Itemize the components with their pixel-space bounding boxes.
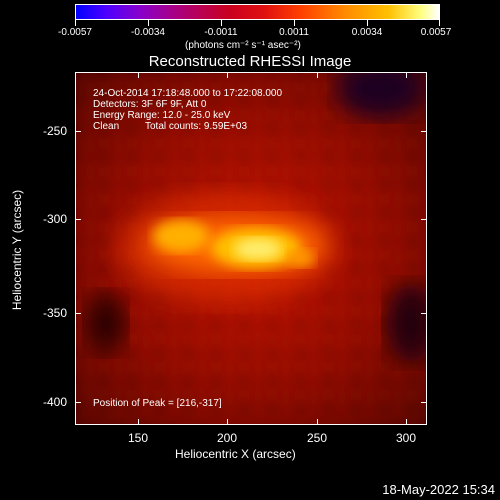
colorbar-tick [221,20,222,26]
y-tick-label: -300 [42,212,67,226]
colorbar-tick-label: -0.0011 [204,27,238,38]
y-tick-mark [75,402,81,403]
colorbar-tick-label: -0.0034 [131,27,165,38]
colorbar-units: (photons cm⁻² s⁻¹ asec⁻²) [185,40,301,51]
info-detectors: Detectors: 3F 6F 9F, Att 0 [93,99,207,110]
x-tick-mark [227,72,228,78]
x-tick-mark [406,419,407,425]
info-time-range: 24-Oct-2014 17:18:48.000 to 17:22:08.000 [93,88,283,99]
x-tick-mark [138,72,139,78]
rhessi-image [75,72,427,425]
colorbar-tick-label: -0.0057 [58,27,92,38]
plot-title: Reconstructed RHESSI Image [148,53,352,70]
colorbar-tick [75,20,76,26]
x-tick-label: 300 [395,431,417,445]
colorbar-tick-label: 0.0034 [351,27,383,38]
info-total-counts: Total counts: 9.59E+03 [145,121,248,132]
x-tick-mark [317,419,318,425]
x-tick-label: 150 [127,431,149,445]
x-tick-label: 200 [216,431,238,445]
colorbar-tick [294,20,295,26]
y-tick-mark [421,219,427,220]
datestamp: 18-May-2022 15:34 [382,482,495,497]
y-axis-label: Heliocentric Y (arcsec) [10,189,24,311]
colorbar-tick [148,20,149,26]
colorbar-tick-label: 0.0057 [420,27,452,38]
peak-position: Position of Peak = [216,-317] [93,398,222,409]
colorbar-tick [367,20,368,26]
y-tick-label: -250 [42,124,67,138]
y-tick-mark [421,402,427,403]
colorbar-tick-label: 0.0011 [279,27,309,38]
colorbar [75,4,440,20]
y-tick-label: -400 [42,395,67,409]
info-energy-range: Energy Range: 12.0 - 25.0 keV [93,110,231,121]
rhessi-image-raster [76,73,426,424]
y-tick-mark [75,313,81,314]
x-tick-label: 250 [306,431,328,445]
x-axis-label: Heliocentric X (arcsec) [175,447,296,461]
y-tick-mark [421,131,427,132]
y-tick-mark [75,219,81,220]
y-tick-label: -350 [42,306,67,320]
x-tick-mark [227,419,228,425]
y-tick-mark [421,313,427,314]
info-algorithm: Clean [93,121,120,132]
colorbar-tick [439,20,440,26]
x-tick-mark [317,72,318,78]
x-tick-mark [138,419,139,425]
x-tick-mark [406,72,407,78]
y-tick-mark [75,131,81,132]
